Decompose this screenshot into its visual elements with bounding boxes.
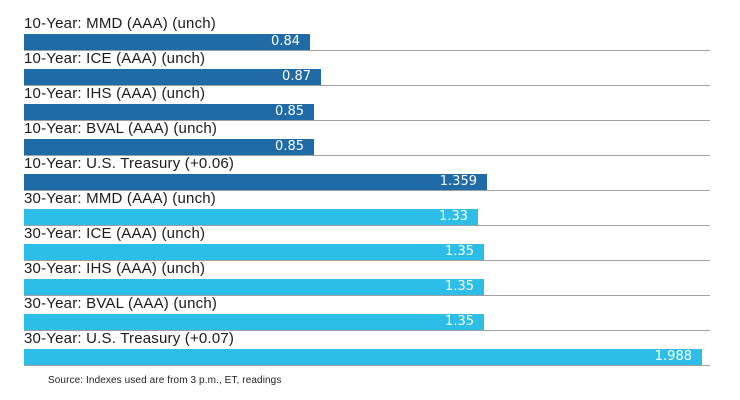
bar: 0.85 bbox=[24, 139, 314, 155]
bar-category-label: 10-Year: IHS (AAA) (unch) bbox=[24, 85, 206, 102]
bar-value-label: 1.988 bbox=[654, 349, 692, 364]
chart-row: 30-Year: IHS (AAA) (unch) 1.35 bbox=[24, 261, 734, 296]
bar: 1.33 bbox=[24, 209, 478, 225]
chart-row: 10-Year: MMD (AAA) (unch) 0.84 bbox=[24, 16, 734, 51]
bar: 0.85 bbox=[24, 104, 314, 120]
chart-row: 30-Year: U.S. Treasury (+0.07) 1.988 bbox=[24, 331, 734, 366]
bar-track: 0.85 bbox=[24, 104, 710, 121]
bar-track: 0.87 bbox=[24, 69, 710, 86]
bar-category-label: 30-Year: ICE (AAA) (unch) bbox=[24, 225, 206, 242]
chart-row: 10-Year: U.S. Treasury (+0.06) 1.359 bbox=[24, 156, 734, 191]
bar: 1.988 bbox=[24, 349, 702, 365]
chart-row: 30-Year: BVAL (AAA) (unch) 1.35 bbox=[24, 296, 734, 331]
chart-row: 10-Year: BVAL (AAA) (unch) 0.85 bbox=[24, 121, 734, 156]
bar-category-label: 30-Year: BVAL (AAA) (unch) bbox=[24, 295, 218, 312]
bar: 1.35 bbox=[24, 244, 484, 260]
bar-category-label: 30-Year: IHS (AAA) (unch) bbox=[24, 260, 206, 277]
bar-track: 1.359 bbox=[24, 174, 710, 191]
bar-track: 0.85 bbox=[24, 139, 710, 156]
bar-track: 1.33 bbox=[24, 209, 710, 226]
bar: 1.359 bbox=[24, 174, 487, 190]
bar-category-label: 10-Year: ICE (AAA) (unch) bbox=[24, 50, 206, 67]
bar-track: 0.84 bbox=[24, 34, 710, 51]
bar: 0.84 bbox=[24, 34, 310, 50]
bar-value-label: 0.84 bbox=[271, 34, 300, 49]
bar-track: 1.35 bbox=[24, 314, 710, 331]
bar-category-label: 10-Year: MMD (AAA) (unch) bbox=[24, 15, 217, 32]
chart-rows: 10-Year: MMD (AAA) (unch) 0.84 10-Year: IC… bbox=[24, 16, 734, 366]
bar-category-label: 30-Year: MMD (AAA) (unch) bbox=[24, 190, 217, 207]
bar: 0.87 bbox=[24, 69, 321, 85]
chart-row: 10-Year: ICE (AAA) (unch) 0.87 bbox=[24, 51, 734, 86]
bar-value-label: 1.35 bbox=[445, 244, 474, 259]
bar-value-label: 1.33 bbox=[439, 209, 468, 224]
bar-category-label: 10-Year: BVAL (AAA) (unch) bbox=[24, 120, 218, 137]
bar-value-label: 0.87 bbox=[282, 69, 311, 84]
bar-category-label: 30-Year: U.S. Treasury (+0.07) bbox=[24, 330, 235, 347]
chart-row: 10-Year: IHS (AAA) (unch) 0.85 bbox=[24, 86, 734, 121]
bar-value-label: 1.35 bbox=[445, 314, 474, 329]
bar-value-label: 1.359 bbox=[439, 174, 477, 189]
yield-comparison-bar-chart: 10-Year: MMD (AAA) (unch) 0.84 10-Year: IC… bbox=[24, 16, 734, 386]
bar-track: 1.35 bbox=[24, 244, 710, 261]
bar-value-label: 1.35 bbox=[445, 279, 474, 294]
bar: 1.35 bbox=[24, 314, 484, 330]
bar-value-label: 0.85 bbox=[275, 104, 304, 119]
bar: 1.35 bbox=[24, 279, 484, 295]
bar-category-label: 10-Year: U.S. Treasury (+0.06) bbox=[24, 155, 235, 172]
bar-track: 1.35 bbox=[24, 279, 710, 296]
chart-row: 30-Year: ICE (AAA) (unch) 1.35 bbox=[24, 226, 734, 261]
source-note: Source: Indexes used are from 3 p.m., ET… bbox=[48, 375, 282, 386]
chart-row: 30-Year: MMD (AAA) (unch) 1.33 bbox=[24, 191, 734, 226]
bar-track: 1.988 bbox=[24, 349, 710, 366]
bar-value-label: 0.85 bbox=[275, 139, 304, 154]
